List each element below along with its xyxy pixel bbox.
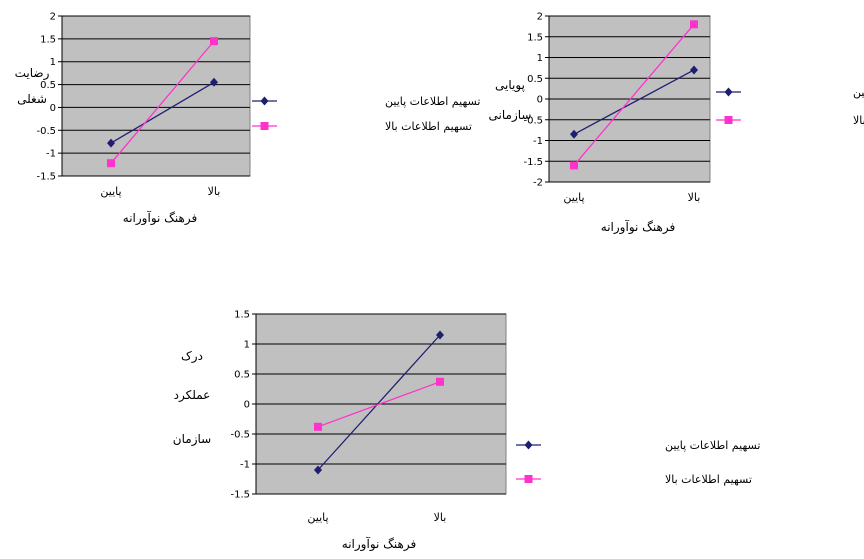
- data-point: [570, 129, 578, 139]
- series-line-1: [573, 69, 695, 135]
- x-axis-label: فرهنگ نوآورانه: [601, 219, 675, 235]
- y-tick-label: 2: [50, 12, 56, 23]
- data-point: [314, 422, 322, 431]
- data-point: [107, 138, 115, 148]
- data-point: [436, 330, 444, 340]
- chart-1: -1.5 -1 -0.5 0 0.5 1 1.5 2 پایین بالا فرهنگ نوآورا…: [15, 12, 481, 227]
- y-axis-label: سازمان: [173, 432, 211, 447]
- legend-label: تسهیم اطلاعات پایین: [385, 95, 480, 108]
- y-tick-label: 1.5: [527, 32, 543, 43]
- legend-marker: [260, 96, 269, 106]
- x-tick-label: بالا: [434, 511, 447, 524]
- y-tick-label: -1.5: [36, 172, 56, 183]
- y-tick-label: 1: [244, 340, 250, 351]
- x-tick-label: پایین: [307, 511, 328, 524]
- y-tick-label: 2: [537, 12, 543, 23]
- y-tick-label: 0.5: [234, 370, 250, 381]
- x-axis-label: فرهنگ نوآورانه: [342, 536, 416, 552]
- y-axis-label: رضایت: [15, 66, 50, 81]
- y-tick-label: 1: [50, 57, 56, 68]
- legend-label: تسهیم اطلاعات بالا: [385, 120, 472, 133]
- y-axis-label: عملکرد: [174, 388, 211, 403]
- y-tick-label: 0: [244, 400, 250, 411]
- legend-marker: [260, 122, 269, 130]
- x-tick-label: پایین: [100, 185, 121, 198]
- legend-label: تسهیم اطلاعات پایین: [853, 86, 864, 99]
- data-point: [570, 161, 578, 170]
- y-tick-label: 0.5: [40, 80, 56, 91]
- y-tick-label: -2: [533, 178, 543, 189]
- chart-3: -1.5 -1 -0.5 0 0.5 1 1.5 پایین بالا فرهنگ نوآوران…: [173, 310, 761, 553]
- data-point: [690, 20, 698, 29]
- legend-marker: [724, 87, 733, 97]
- y-tick-label: -1.5: [230, 490, 250, 501]
- y-tick-label: 1.5: [40, 34, 56, 45]
- y-tick-label: 1.5: [234, 310, 250, 321]
- y-tick-label: -1: [533, 136, 543, 147]
- legend-marker: [524, 440, 533, 450]
- legend-marker: [724, 116, 733, 124]
- series-line-2: [110, 40, 215, 164]
- y-tick-label: -1: [240, 460, 250, 471]
- series-line-2: [317, 381, 441, 428]
- y-axis-label: سازمانی: [489, 108, 532, 123]
- y-tick-label: -1.5: [523, 157, 543, 168]
- data-point: [314, 465, 322, 475]
- series-line-1: [110, 81, 215, 144]
- plot-area: [61, 15, 251, 177]
- y-tick-label: 1: [537, 53, 543, 64]
- y-tick-label: -0.5: [523, 115, 543, 126]
- y-axis-label: پویایی: [495, 78, 525, 93]
- x-tick-label: پایین: [563, 191, 584, 204]
- y-tick-label: 0: [537, 95, 543, 106]
- y-tick-label: -0.5: [36, 126, 56, 137]
- data-point: [210, 37, 218, 46]
- series-line-1: [317, 334, 441, 471]
- chart-2: -2 -1.5 -1 -0.5 0 0.5 1 1.5 2 پایین بالا فرهنگ نوآو…: [489, 12, 864, 236]
- y-tick-label: 0.5: [527, 74, 543, 85]
- y-axis-label: شغلی: [17, 92, 47, 106]
- x-axis-label: فرهنگ نوآورانه: [123, 210, 197, 226]
- legend-label: تسهیم اطلاعات بالا: [665, 473, 752, 486]
- data-point: [210, 77, 218, 87]
- data-point: [107, 159, 115, 168]
- legend-marker: [524, 475, 533, 483]
- y-tick-label: -1: [46, 149, 56, 160]
- legend-label: تسهیم اطلاعات پایین: [665, 439, 760, 452]
- y-axis-label: درک: [181, 349, 203, 364]
- x-tick-label: بالا: [688, 191, 701, 204]
- x-tick-label: بالا: [208, 185, 221, 198]
- series-line-2: [573, 23, 695, 166]
- y-tick-label: -0.5: [230, 430, 250, 441]
- data-point: [690, 65, 698, 75]
- legend-label: تسهیم اطلاعات بالا: [853, 114, 864, 127]
- y-tick-label: 0: [50, 103, 56, 114]
- data-point: [436, 377, 444, 386]
